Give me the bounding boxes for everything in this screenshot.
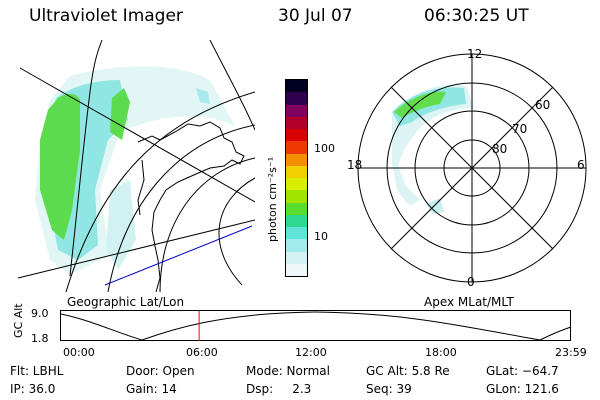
- colorbar-tick-10: 10: [314, 230, 328, 243]
- colorbar-band-4: [286, 129, 307, 142]
- uv-emission-lower: [106, 180, 136, 270]
- mlt-label-0: 0: [467, 275, 475, 289]
- info-filter: Flt: LBHL: [10, 364, 64, 378]
- info-glon: GLon: 121.6: [486, 382, 559, 396]
- latitude-line-2: [107, 124, 255, 292]
- colorbar-band-9: [286, 190, 307, 203]
- colorbar-band-8: [286, 178, 307, 191]
- colorbar-band-6: [286, 153, 307, 166]
- altitude-curve: [60, 311, 572, 341]
- altitude-plot-frame: [60, 310, 571, 341]
- colorbar-band-11: [286, 214, 307, 227]
- instrument-title: Ultraviolet Imager: [29, 6, 183, 26]
- info-gain: Gain: 14: [126, 382, 177, 396]
- info-mode: Mode: Normal: [246, 364, 330, 378]
- altitude-plot: [60, 310, 572, 341]
- colorbar-band-12: [286, 227, 307, 240]
- time-tick-0600: 06:00: [186, 346, 218, 359]
- meridian-line-1: [19, 67, 255, 203]
- colorbar-band-14: [286, 251, 307, 264]
- observation-time: 06:30:25 UT: [424, 6, 529, 26]
- time-tick-2359: 23:59: [555, 346, 587, 359]
- mlt-label-18: 18: [347, 158, 363, 172]
- latitude-line-3: [159, 157, 255, 292]
- info-glat: GLat: −64.7: [486, 364, 559, 378]
- altitude-max-label: 9.0: [31, 307, 49, 320]
- apex-caption: Apex MLat/MLT: [424, 295, 514, 309]
- coastline: [137, 121, 245, 292]
- aurora-oval-cyan: [392, 87, 466, 126]
- time-tick-1200: 12:00: [295, 346, 327, 359]
- info-ip: IP: 36.0: [10, 382, 56, 396]
- lat-label-70: 70: [512, 122, 528, 136]
- colorbar-tick-100: 100: [314, 142, 335, 155]
- colorbar-band-13: [286, 239, 307, 252]
- altitude-min-label: 1.8: [31, 332, 49, 345]
- altitude-axis-label: GC Alt: [12, 303, 25, 338]
- colorbar-band-3: [286, 116, 307, 129]
- meridian-line-3: [209, 40, 255, 131]
- uv-emission-patch: [196, 88, 210, 104]
- colorbar-band-15: [286, 263, 307, 276]
- latitude-line-1: [65, 91, 255, 292]
- colorbar-band-1: [286, 92, 307, 105]
- mlt-label-6: 6: [577, 158, 585, 172]
- info-dsp: Dsp: 2.3: [246, 382, 312, 396]
- colorbar-unit-label: photon cm⁻²s⁻¹: [266, 156, 279, 242]
- uv-emission-green-left: [40, 93, 80, 241]
- colorbar-band-2: [286, 104, 307, 117]
- colorbar-band-10: [286, 202, 307, 215]
- info-door: Door: Open: [126, 364, 195, 378]
- aurora-oval-green: [394, 91, 446, 118]
- latitude-line-4: [218, 177, 255, 286]
- geographic-caption: Geographic Lat/Lon: [67, 295, 185, 309]
- colorbar-band-5: [286, 141, 307, 154]
- mlt-line-diag-2: [390, 86, 554, 250]
- meridian-line-2: [69, 40, 103, 277]
- colorbar-band-0: [286, 80, 307, 93]
- info-seq: Seq: 39: [366, 382, 412, 396]
- info-gc-altitude: GC Alt: 5.8 Re: [366, 364, 450, 378]
- meridian-line-4: [17, 219, 255, 279]
- polar-mlat-mlt-map: [357, 53, 587, 283]
- geographic-map: [17, 40, 255, 292]
- earth-limb-line: [104, 225, 253, 286]
- coastline-inner: [137, 159, 145, 216]
- mlt-label-12: 12: [467, 47, 483, 61]
- time-tick-1800: 18:00: [425, 346, 457, 359]
- observation-date: 30 Jul 07: [278, 6, 353, 26]
- color-scale-bar: [285, 79, 308, 277]
- lat-label-60: 60: [535, 98, 551, 112]
- time-tick-0000: 00:00: [63, 346, 95, 359]
- colorbar-band-7: [286, 165, 307, 178]
- lat-label-80: 80: [492, 142, 508, 156]
- uv-emission-green-upper: [110, 88, 130, 140]
